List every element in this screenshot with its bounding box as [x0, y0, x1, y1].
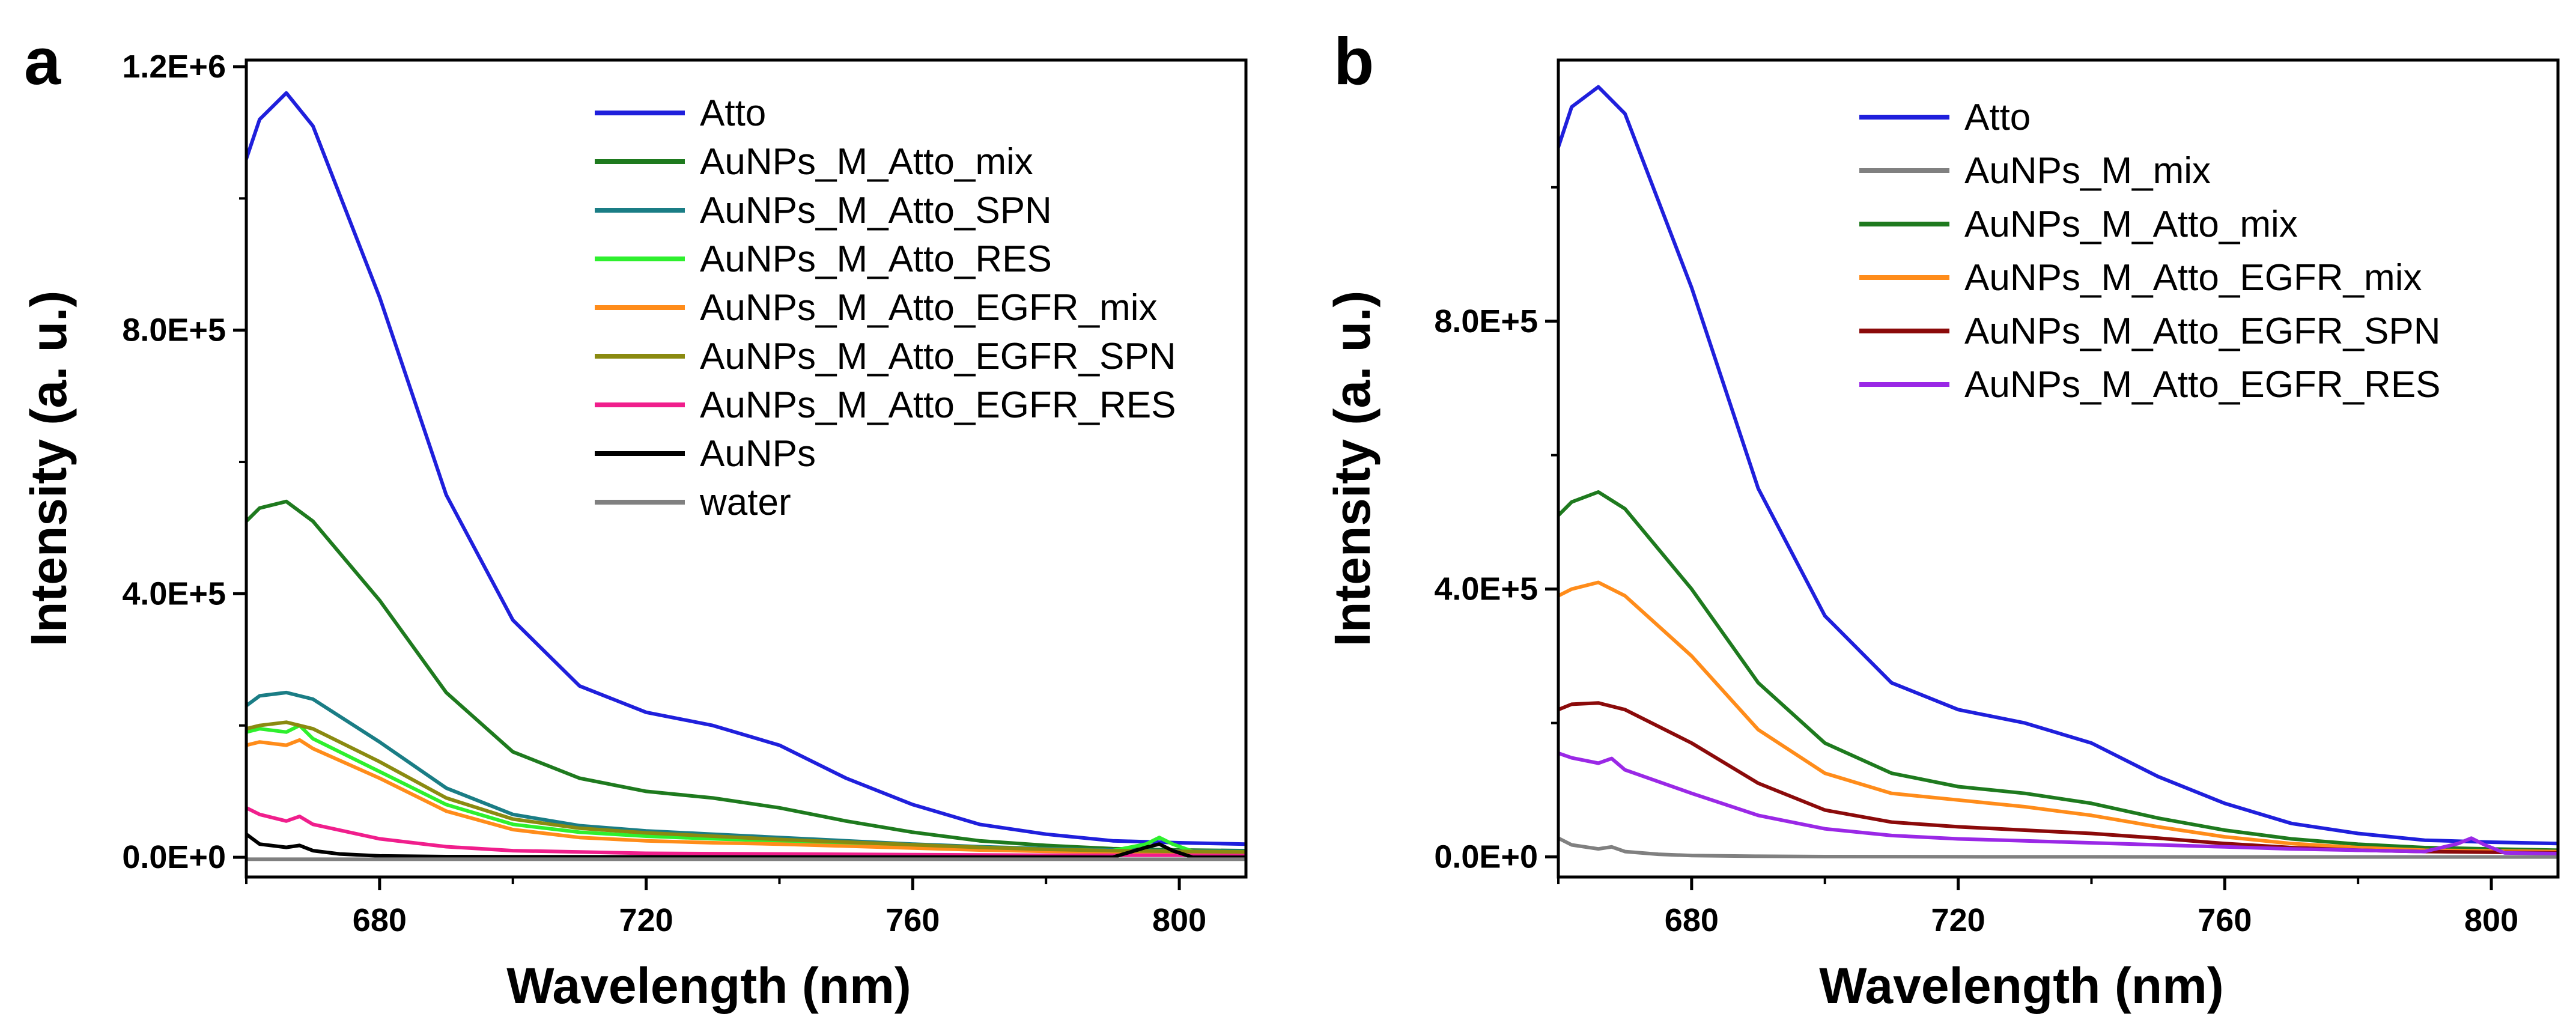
panel-a-series-aunps-m-atto-mix: [246, 499, 1246, 853]
panel-b-y-axis-title: Intensity (a. u.): [1324, 291, 1381, 647]
panel-b-plot-frame: [1557, 58, 2560, 879]
panel-b-legend: Atto AuNPs_M_mix AuNPs_M_Atto_mix AuNPs_M_A…: [1859, 97, 2441, 405]
panel-b-x-tick-label: 680: [1665, 902, 1719, 938]
panel-a-x-tick-label: 720: [619, 902, 673, 938]
panel-b-legend-item: Atto: [1859, 97, 2031, 138]
panel-b-series-aunps-m-mix: [1558, 836, 2558, 859]
panel-a-legend-item: AuNPs_M_Atto_SPN: [595, 190, 1052, 231]
panel-a-x-tick-label: 680: [353, 902, 407, 938]
panel-b-y-tick-label: 0.0E+0: [1434, 839, 1538, 875]
panel-b-legend-item: AuNPs_M_Atto_EGFR_SPN: [1859, 311, 2441, 352]
panel-a-series-aunps-m-atto-egfr-res: [246, 806, 1246, 858]
panel-a-y-tick-label: 1.2E+6: [122, 49, 226, 85]
panel-a-legend-item: AuNPs_M_Atto_EGFR_SPN: [595, 336, 1176, 377]
panel-b-series-aunps-m-atto-mix: [1558, 490, 2558, 852]
panel-a-legend-label: AuNPs_M_Atto_RES: [700, 238, 1052, 280]
panel-a-series-atto: [246, 91, 1246, 846]
panel-b-series-aunps-m-atto-egfr-res: [1558, 751, 2558, 855]
panel-a-series-aunps-m-atto-egfr-spn: [246, 720, 1246, 854]
panel-a-series-aunps-m-atto-egfr-mix: [246, 738, 1246, 855]
panel-a-legend-label: AuNPs_M_Atto_SPN: [700, 190, 1052, 231]
panel-b-series-aunps-m-atto-egfr-mix: [1558, 580, 2558, 854]
panel-a-legend-label: AuNPs_M_Atto_EGFR_SPN: [700, 336, 1176, 377]
panel-a-x-tick-label: 800: [1152, 902, 1206, 938]
panel-b-legend-label: AuNPs_M_Atto_EGFR_mix: [1964, 257, 2422, 299]
panel-b-x-axis-title: Wavelength (nm): [1819, 958, 2224, 1014]
panel-b-x-tick-label: 760: [2198, 902, 2252, 938]
panel-a-legend-label: AuNPs_M_Atto_EGFR_mix: [700, 287, 1157, 329]
panel-a-series-aunps: [246, 832, 1246, 860]
panel-a-legend-item: AuNPs_M_Atto_EGFR_mix: [595, 287, 1157, 329]
panel-a-legend-item: AuNPs_M_Atto_RES: [595, 238, 1052, 280]
panel-b-legend-item: AuNPs_M_Atto_mix: [1859, 204, 2298, 245]
panel-b: b 680 720 760 800 0.0E+0 4.0E+5 8.0E+5 Wavelen…: [1324, 25, 2560, 1014]
panel-a-legend-item: AuNPs_M_Atto_mix: [595, 141, 1033, 183]
panel-b-legend-item: AuNPs_M_Atto_EGFR_RES: [1859, 364, 2441, 405]
panel-a-legend: Atto AuNPs_M_Atto_mix AuNPs_M_Atto_SPN AuNP…: [595, 93, 1176, 523]
panel-a-y-axis-title: Intensity (a. u.): [20, 291, 77, 647]
panel-b-y-tick-label: 8.0E+5: [1434, 303, 1538, 339]
panel-b-series-aunps-m-atto-egfr-spn: [1558, 701, 2558, 855]
panel-a-legend-item: Atto: [595, 93, 766, 134]
panel-a-y-tick-label: 8.0E+5: [122, 312, 226, 348]
panel-a-legend-item: AuNPs_M_Atto_EGFR_RES: [595, 384, 1176, 426]
panel-a-y-tick-label: 0.0E+0: [122, 839, 226, 875]
panel-a-legend-label: AuNPs_M_Atto_EGFR_RES: [700, 384, 1176, 426]
panel-b-legend-label: AuNPs_M_Atto_EGFR_SPN: [1964, 311, 2441, 352]
panel-a-legend-label: AuNPs_M_Atto_mix: [700, 141, 1033, 183]
panel-a-x-axis-title: Wavelength (nm): [506, 958, 911, 1014]
panel-b-legend-label: AuNPs_M_Atto_EGFR_RES: [1964, 364, 2441, 405]
panel-a-legend-label: Atto: [700, 93, 766, 134]
panel-b-x-tick-label: 800: [2464, 902, 2518, 938]
panel-b-letter: b: [1334, 25, 1374, 99]
panel-b-legend-label: AuNPs_M_Atto_mix: [1964, 204, 2298, 245]
panel-b-x-tick-label: 720: [1931, 902, 1985, 938]
panel-b-series-atto: [1558, 85, 2558, 846]
panel-a-series-aunps-m-atto-res: [246, 723, 1246, 854]
panel-a-letter: a: [24, 25, 61, 99]
panel-a-legend-label: AuNPs: [700, 433, 816, 475]
panel-b-legend-item: AuNPs_M_Atto_EGFR_mix: [1859, 257, 2422, 299]
panel-a-y-tick-label: 4.0E+5: [122, 575, 226, 612]
panel-a-legend-item: water: [595, 482, 791, 523]
panel-a: a 680 720 760 800 0.0E+0 4.0E+5 8.0E+5 1.2E+6 W…: [20, 25, 1248, 1014]
panel-b-legend-label: AuNPs_M_mix: [1964, 150, 2211, 192]
panel-a-x-tick-label: 760: [886, 902, 940, 938]
panel-b-y-tick-label: 4.0E+5: [1434, 571, 1538, 607]
panel-a-legend-item: AuNPs: [595, 433, 816, 475]
panel-a-legend-label: water: [699, 482, 791, 523]
panel-a-plot-frame: [245, 58, 1248, 879]
panel-b-legend-item: AuNPs_M_mix: [1859, 150, 2211, 192]
panel-b-legend-label: Atto: [1964, 97, 2031, 138]
